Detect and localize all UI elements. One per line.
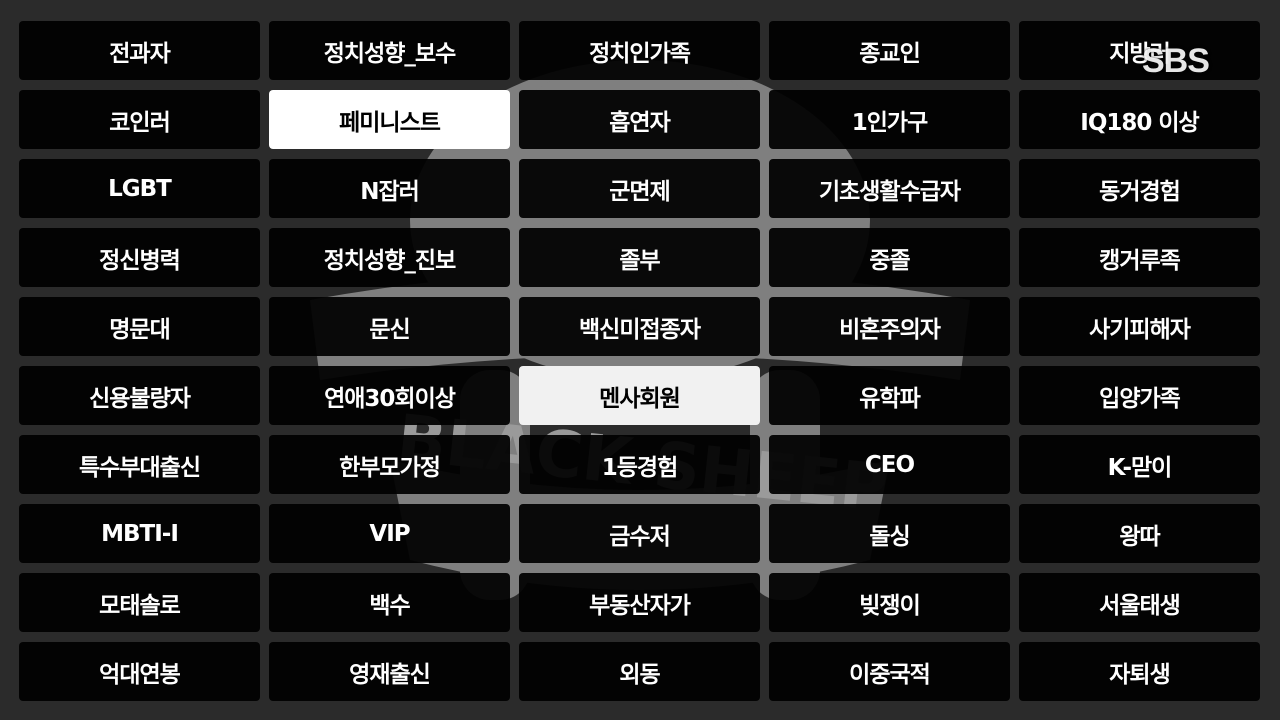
keyword-card[interactable]: 자퇴생 [1019,642,1260,701]
keyword-card[interactable]: 연애30회이상 [269,366,510,425]
keyword-card[interactable]: N잡러 [269,159,510,218]
keyword-card[interactable]: 비혼주의자 [769,297,1010,356]
keyword-card[interactable]: 캥거루족 [1019,228,1260,287]
keyword-card[interactable]: 1등경험 [519,435,760,494]
keyword-card[interactable]: 왕따 [1019,504,1260,563]
keyword-card[interactable]: 명문대 [19,297,260,356]
keyword-card[interactable]: 입양가족 [1019,366,1260,425]
keyword-card[interactable]: 이중국적 [769,642,1010,701]
keyword-card[interactable]: 페미니스트 [269,90,510,149]
keyword-card[interactable]: 특수부대출신 [19,435,260,494]
keyword-card[interactable]: 영재출신 [269,642,510,701]
keyword-card[interactable]: 한부모가정 [269,435,510,494]
keyword-card[interactable]: 코인러 [19,90,260,149]
keyword-card[interactable]: 서울태생 [1019,573,1260,632]
keyword-card[interactable]: 군면제 [519,159,760,218]
keyword-card[interactable]: 정치인가족 [519,21,760,80]
keyword-card[interactable]: 부동산자가 [519,573,760,632]
keyword-card[interactable]: MBTI-I [19,504,260,563]
keyword-card[interactable]: IQ180 이상 [1019,90,1260,149]
keyword-card[interactable]: 동거경험 [1019,159,1260,218]
keyword-card[interactable]: 모태솔로 [19,573,260,632]
keyword-card[interactable]: CEO [769,435,1010,494]
keyword-card[interactable]: K-맏이 [1019,435,1260,494]
keyword-card[interactable]: 빚쟁이 [769,573,1010,632]
keyword-card[interactable]: 신용불량자 [19,366,260,425]
keyword-card[interactable]: 사기피해자 [1019,297,1260,356]
keyword-card[interactable]: 백수 [269,573,510,632]
keyword-card[interactable]: 백신미접종자 [519,297,760,356]
keyword-card[interactable]: 금수저 [519,504,760,563]
keyword-card[interactable]: 정신병력 [19,228,260,287]
keyword-card[interactable]: 1인가구 [769,90,1010,149]
keyword-card[interactable]: 지방러 [1019,21,1260,80]
keyword-card[interactable]: 억대연봉 [19,642,260,701]
keyword-card[interactable]: LGBT [19,159,260,218]
broadcaster-logo: SBS [1142,42,1210,80]
keyword-card[interactable]: 중졸 [769,228,1010,287]
keyword-card[interactable]: 정치성향_보수 [269,21,510,80]
keyword-card[interactable]: 유학파 [769,366,1010,425]
keyword-card[interactable]: VIP [269,504,510,563]
keyword-card[interactable]: 졸부 [519,228,760,287]
keyword-card[interactable]: 정치성향_진보 [269,228,510,287]
keyword-card[interactable]: 전과자 [19,21,260,80]
keyword-card[interactable]: 기초생활수급자 [769,159,1010,218]
keyword-card[interactable]: 돌싱 [769,504,1010,563]
keyword-card[interactable]: 외동 [519,642,760,701]
keyword-card[interactable]: 흡연자 [519,90,760,149]
keyword-card[interactable]: 종교인 [769,21,1010,80]
keyword-card[interactable]: 문신 [269,297,510,356]
keyword-card[interactable]: 멘사회원 [519,366,760,425]
